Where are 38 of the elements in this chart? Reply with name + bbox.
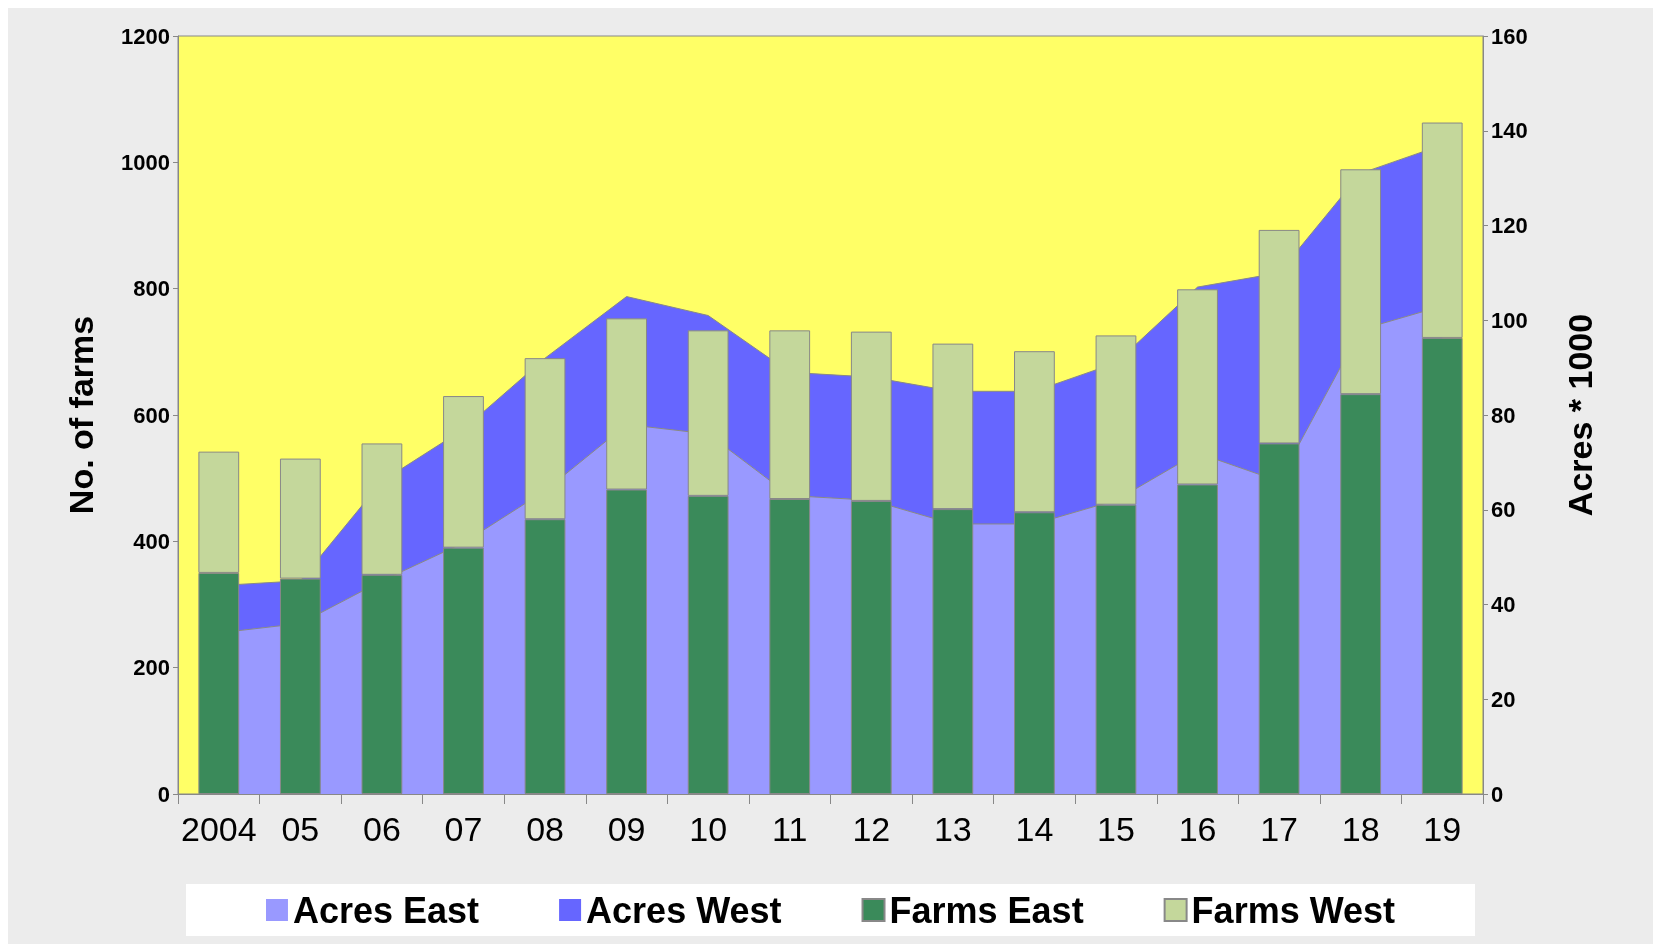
x-tick-label: 14 xyxy=(1015,810,1054,848)
y-tick-label: 1200 xyxy=(121,23,170,49)
x-tick-label: 06 xyxy=(362,810,401,848)
x-tick-label: 18 xyxy=(1341,810,1380,848)
y-tick-label: 600 xyxy=(133,402,170,428)
y2-tick-label: 40 xyxy=(1491,592,1516,617)
x-tick-label: 16 xyxy=(1178,810,1217,848)
y-axis-title: No. of farms xyxy=(62,315,100,515)
y2-tick-label: 160 xyxy=(1491,23,1528,49)
y-tick-label: 800 xyxy=(133,276,170,302)
legend-label: Acres West xyxy=(586,889,782,931)
legend-label: Farms West xyxy=(1191,889,1396,931)
x-tick-label: 13 xyxy=(933,810,972,848)
x-tick-label: 07 xyxy=(444,810,483,848)
x-tick-label: 12 xyxy=(852,810,891,848)
y2-axis-title: Acres * 1000 xyxy=(1561,313,1599,517)
x-tick-label: 19 xyxy=(1423,810,1462,848)
y-tick-label: 1000 xyxy=(121,149,170,175)
y-tick-label: 200 xyxy=(133,655,170,681)
y2-tick-label: 0 xyxy=(1491,781,1504,807)
x-tick-label: 11 xyxy=(772,810,808,848)
x-tick-label: 10 xyxy=(689,810,728,848)
y-tick-label: 0 xyxy=(157,781,170,807)
y2-tick-label: 20 xyxy=(1491,686,1516,712)
x-tick-label: 09 xyxy=(607,810,646,848)
x-tick-label: 2004 xyxy=(180,810,257,848)
y-tick-label: 400 xyxy=(133,528,170,554)
x-tick-label: 05 xyxy=(281,810,320,848)
x-tick-label: 17 xyxy=(1260,810,1299,848)
x-tick-label: 08 xyxy=(526,810,564,848)
y2-tick-label: 120 xyxy=(1491,213,1528,238)
legend-label: Farms East xyxy=(889,889,1084,931)
y2-tick-label: 60 xyxy=(1491,497,1516,523)
y2-tick-label: 80 xyxy=(1491,402,1516,428)
y2-tick-label: 100 xyxy=(1491,307,1528,333)
legend-label: Acres East xyxy=(292,889,480,931)
x-tick-label: 15 xyxy=(1097,810,1135,848)
y2-tick-label: 140 xyxy=(1491,118,1528,144)
